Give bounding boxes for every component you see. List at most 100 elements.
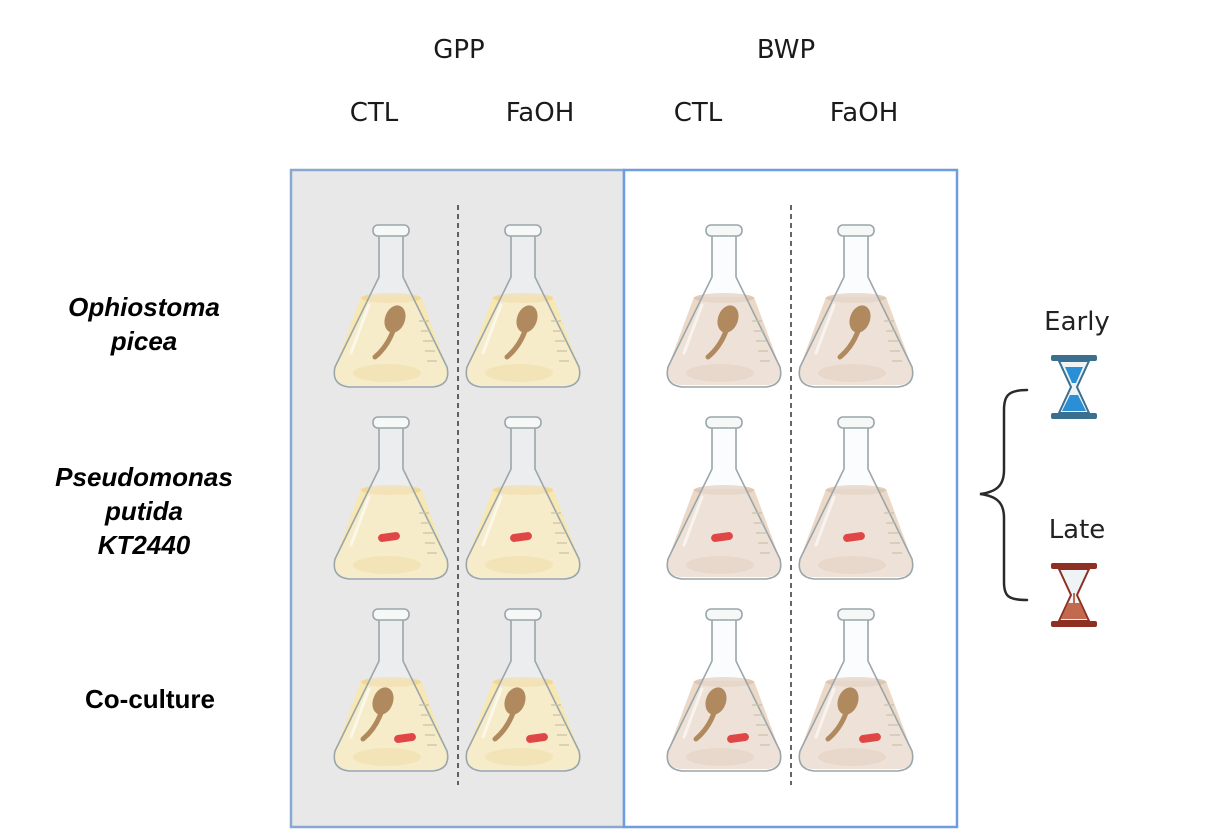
- liquid-surface: [694, 293, 754, 303]
- flask-grid: [333, 224, 914, 772]
- fungus-spore: [384, 305, 406, 333]
- liquid-surface: [826, 293, 886, 303]
- timepoint-brace: [979, 388, 1029, 602]
- flask-rim: [372, 608, 410, 621]
- flask-rim: [504, 608, 542, 621]
- flask-r0-c2: [666, 224, 782, 388]
- flask-bottom-shade: [353, 748, 421, 766]
- flask-r2-c0: [333, 608, 449, 772]
- timepoint-icons: [1051, 355, 1097, 627]
- fungus-hypha: [492, 710, 516, 742]
- flask-rim: [504, 224, 542, 237]
- fungus-icon: [825, 687, 859, 742]
- group-label-bwp: BWP: [757, 35, 815, 65]
- hourglass-icon: [1051, 563, 1097, 627]
- liquid-surface: [361, 677, 421, 687]
- flask-bottom-shade: [818, 748, 886, 766]
- flask-rim: [372, 416, 410, 429]
- flask-rim: [837, 608, 875, 621]
- row-label-line: KT2440: [98, 530, 191, 560]
- hourglass-cap-top: [1051, 355, 1097, 361]
- condition-label-gpp-faoh: FaOH: [506, 98, 575, 128]
- row-label-line: putida: [104, 496, 183, 526]
- row-label-line: Co-culture: [85, 684, 215, 714]
- bacterium-icon: [526, 733, 548, 743]
- flask-r0-c3: [798, 224, 914, 388]
- flask-bottom-shade: [686, 364, 754, 382]
- fungus-icon: [837, 305, 871, 360]
- flask-glass: [798, 427, 914, 580]
- fungus-hypha: [705, 328, 729, 360]
- bacterium-icon: [843, 532, 865, 542]
- fungus-icon: [372, 305, 406, 360]
- flask-bottom-shade: [686, 556, 754, 574]
- fungus-hypha: [504, 328, 528, 360]
- bacterium-icon: [510, 532, 532, 542]
- flask-r1-c3: [798, 416, 914, 580]
- group-label-gpp: GPP: [433, 35, 485, 65]
- glass-highlight: [814, 303, 836, 355]
- flask-bottom-shade: [686, 748, 754, 766]
- flask-rim: [705, 608, 743, 621]
- row-label-line: Pseudomonas: [55, 462, 233, 492]
- flask-rim: [705, 224, 743, 237]
- fungus-spore: [516, 305, 538, 333]
- fungus-hypha: [837, 328, 861, 360]
- glass-highlight: [682, 303, 704, 355]
- liquid-surface: [493, 677, 553, 687]
- flask-rim: [504, 416, 542, 429]
- bacterium-icon: [378, 532, 400, 542]
- glass-highlight: [481, 687, 503, 739]
- flask-r1-c2: [666, 416, 782, 580]
- row-label-pseudomonas: Pseudomonas putida KT2440: [55, 462, 233, 560]
- flask-bottom-shade: [818, 364, 886, 382]
- liquid-surface: [694, 677, 754, 687]
- bacterium-icon: [394, 733, 416, 743]
- hourglass-cap-bottom: [1051, 621, 1097, 627]
- flask-bottom-shade: [353, 364, 421, 382]
- liquid-surface: [493, 293, 553, 303]
- liquid-surface: [826, 485, 886, 495]
- flask-glass: [465, 427, 581, 580]
- fungus-icon: [492, 687, 526, 742]
- glass-highlight: [814, 495, 836, 547]
- flask-bottom-shade: [353, 556, 421, 574]
- bacterium-icon: [711, 532, 733, 542]
- timepoint-label-late: Late: [1049, 515, 1106, 545]
- glass-highlight: [481, 495, 503, 547]
- fungus-hypha: [825, 710, 849, 742]
- glass-highlight: [682, 495, 704, 547]
- row-label-line: Ophiostoma: [68, 292, 220, 322]
- flask-r2-c3: [798, 608, 914, 772]
- hourglass-icon: [1051, 355, 1097, 419]
- fungus-icon: [705, 305, 739, 360]
- flask-rim: [837, 224, 875, 237]
- flask-r1-c1: [465, 416, 581, 580]
- glass-highlight: [349, 303, 371, 355]
- flask-r0-c0: [333, 224, 449, 388]
- fungus-icon: [693, 687, 727, 742]
- flask-r1-c0: [333, 416, 449, 580]
- flask-r2-c2: [666, 608, 782, 772]
- hourglass-cap-top: [1051, 563, 1097, 569]
- glass-highlight: [481, 303, 503, 355]
- liquid-surface: [361, 485, 421, 495]
- glass-highlight: [682, 687, 704, 739]
- condition-label-bwp-ctl: CTL: [674, 98, 723, 128]
- glass-highlight: [814, 687, 836, 739]
- flask-bottom-shade: [818, 556, 886, 574]
- hourglass-cap-bottom: [1051, 413, 1097, 419]
- hourglass-sand: [1061, 603, 1087, 619]
- fungus-hypha: [360, 710, 384, 742]
- flask-bottom-shade: [485, 364, 553, 382]
- flask-bottom-shade: [485, 748, 553, 766]
- flask-glass: [333, 427, 449, 580]
- bacterium-icon: [859, 733, 881, 743]
- liquid-surface: [361, 293, 421, 303]
- fungus-hypha: [372, 328, 396, 360]
- fungus-spore: [849, 305, 871, 333]
- glass-highlight: [349, 495, 371, 547]
- fungus-spore: [705, 687, 727, 715]
- fungus-hypha: [693, 710, 717, 742]
